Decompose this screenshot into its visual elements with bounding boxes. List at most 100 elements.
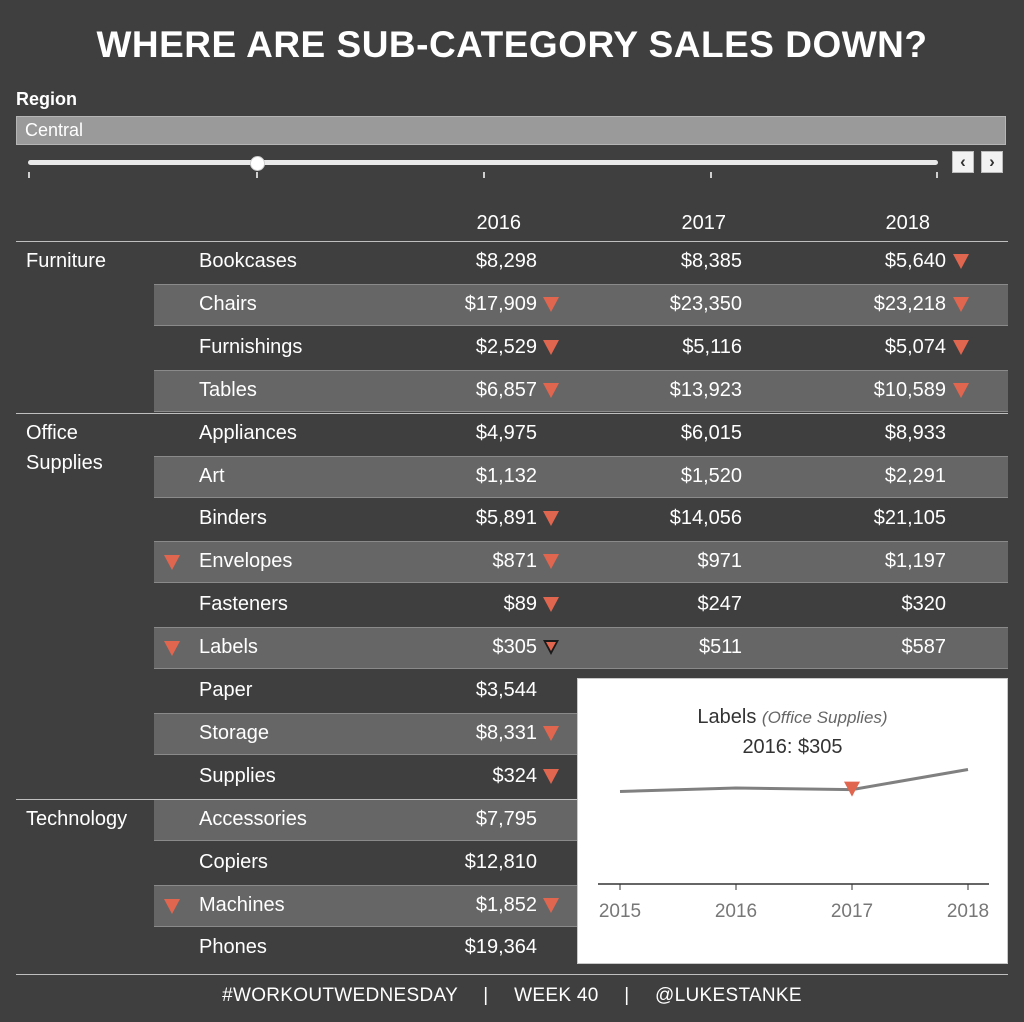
- subcategory-label: Supplies: [199, 764, 276, 787]
- sales-value-2018[interactable]: $1,197: [884, 550, 946, 573]
- sales-value-2016[interactable]: $8,331: [475, 721, 537, 744]
- down-triangle-icon[interactable]: [543, 382, 559, 398]
- down-triangle-icon[interactable]: [543, 339, 559, 355]
- table-row[interactable]: Phones $19,364: [0, 927, 1024, 969]
- sales-value-2016[interactable]: $19,364: [464, 936, 537, 959]
- subcategory-label: Bookcases: [199, 250, 297, 272]
- next-region-button[interactable]: ›: [981, 151, 1003, 173]
- down-triangle-icon[interactable]: [543, 725, 559, 741]
- sales-value-2016[interactable]: $8,298: [475, 250, 537, 272]
- sales-value-2018[interactable]: $587: [901, 636, 947, 659]
- sales-value-2016[interactable]: $3,544: [475, 679, 537, 701]
- region-filter-label: Region: [16, 89, 77, 109]
- sales-value-2017[interactable]: $6,015: [680, 421, 742, 444]
- down-triangle-icon[interactable]: [953, 254, 969, 269]
- subcategory-label: Labels: [199, 636, 258, 659]
- sales-value-2016[interactable]: $1,852: [475, 893, 537, 916]
- sales-value-2016[interactable]: $89: [503, 593, 537, 616]
- sales-value-2018[interactable]: $21,105: [873, 507, 946, 530]
- sales-value-2018[interactable]: $5,640: [884, 250, 946, 272]
- down-triangle-icon: [164, 641, 180, 657]
- row-band: [154, 455, 1008, 498]
- category-label: Technology: [26, 804, 127, 834]
- down-triangle-icon[interactable]: [543, 296, 559, 312]
- x-tick-label: 2016: [715, 901, 757, 922]
- subcategory-label: Machines: [199, 893, 285, 916]
- sales-value-2017[interactable]: $5,116: [682, 335, 742, 358]
- subcategory-label: Copiers: [199, 850, 268, 873]
- down-triangle-icon: [164, 555, 180, 571]
- down-triangle-icon[interactable]: [543, 554, 559, 570]
- sales-value-2016[interactable]: $7,795: [475, 807, 537, 830]
- table-row[interactable]: Envelopes $871 $971 $1,197: [0, 541, 1024, 584]
- sales-value-2017[interactable]: $971: [697, 550, 743, 573]
- sales-value-2016[interactable]: $17,909: [464, 292, 537, 315]
- down-triangle-icon[interactable]: [953, 296, 969, 312]
- row-band: [154, 541, 1008, 584]
- chevron-left-icon: ‹: [960, 152, 966, 171]
- sales-value-2016[interactable]: $305: [492, 636, 538, 659]
- table-row[interactable]: Supplies $324: [0, 756, 1024, 798]
- table-row[interactable]: Copiers $12,810: [0, 842, 1024, 884]
- table-row[interactable]: Bookcases $8,298 $8,385 $5,640: [0, 241, 1024, 283]
- subcategory-label: Storage: [199, 721, 270, 744]
- sales-value-2018[interactable]: $10,589: [873, 378, 946, 401]
- x-tick-label: 2018: [947, 901, 989, 922]
- sales-value-2017[interactable]: $8,385: [680, 250, 742, 272]
- category-label-line: Furniture: [26, 250, 107, 272]
- category-label: Furniture: [26, 246, 106, 276]
- table-row[interactable]: Fasteners $89 $247 $320: [0, 584, 1024, 626]
- sales-line: [619, 767, 969, 793]
- table-row[interactable]: Art $1,132 $1,520 $2,291: [0, 455, 1024, 498]
- down-triangle-icon[interactable]: [543, 768, 559, 784]
- subcategory-label: Appliances: [199, 421, 297, 444]
- subcategory-label: Art: [199, 464, 225, 487]
- down-triangle-icon[interactable]: [543, 640, 559, 656]
- tooltip-subcategory: Labels: [697, 706, 757, 728]
- category-label-line: Office: [26, 421, 78, 444]
- sales-value-2016[interactable]: $12,810: [464, 850, 537, 873]
- sales-value-2017[interactable]: $14,056: [669, 507, 742, 530]
- slider-tick: [936, 172, 938, 178]
- down-triangle-icon[interactable]: [953, 339, 969, 355]
- sales-value-2016[interactable]: $4,975: [475, 421, 537, 444]
- table-row[interactable]: Appliances $4,975 $6,015 $8,933: [0, 413, 1024, 455]
- table-row[interactable]: Chairs $17,909 $23,350 $23,218: [0, 283, 1024, 326]
- sales-value-2017[interactable]: $23,350: [669, 292, 742, 315]
- sales-value-2016[interactable]: $2,529: [475, 335, 537, 358]
- sales-value-2018[interactable]: $2,291: [884, 464, 946, 487]
- table-row[interactable]: Tables $6,857 $13,923 $10,589: [0, 369, 1024, 412]
- sales-value-2018[interactable]: $320: [901, 593, 947, 616]
- sales-value-2017[interactable]: $247: [697, 593, 743, 616]
- sales-value-2017[interactable]: $13,923: [669, 378, 742, 401]
- down-triangle-icon[interactable]: [543, 597, 559, 613]
- slider-track[interactable]: [28, 160, 938, 165]
- sales-value-2017[interactable]: $511: [698, 636, 742, 659]
- sales-value-2016[interactable]: $5,891: [475, 507, 537, 530]
- slider-tick: [483, 172, 485, 178]
- column-header-2017: 2017: [681, 212, 727, 234]
- table-top-divider: [16, 241, 1008, 242]
- slider-tick: [710, 172, 712, 178]
- sales-value-2016[interactable]: $6,857: [475, 378, 537, 401]
- down-triangle-icon[interactable]: [953, 382, 969, 398]
- down-triangle-marker: [844, 781, 860, 797]
- down-triangle-icon[interactable]: [543, 897, 559, 913]
- slider-thumb[interactable]: [250, 156, 265, 171]
- region-slider[interactable]: [28, 156, 938, 182]
- prev-region-button[interactable]: ‹: [952, 151, 974, 173]
- sales-value-2018[interactable]: $8,933: [884, 421, 946, 444]
- table-row[interactable]: Paper $3,544: [0, 670, 1024, 712]
- sales-value-2016[interactable]: $324: [492, 764, 538, 787]
- row-band: [154, 627, 1008, 670]
- table-row[interactable]: Furnishings $2,529 $5,116 $5,074: [0, 327, 1024, 369]
- sales-value-2016[interactable]: $871: [492, 550, 538, 573]
- table-row[interactable]: Labels $305 $511 $587: [0, 627, 1024, 670]
- sales-value-2018[interactable]: $5,074: [884, 335, 946, 358]
- region-filter-value[interactable]: Central: [16, 116, 1006, 145]
- table-row[interactable]: Binders $5,891 $14,056 $21,105: [0, 498, 1024, 540]
- sales-value-2017[interactable]: $1,520: [680, 464, 742, 487]
- sales-value-2016[interactable]: $1,132: [475, 464, 537, 487]
- down-triangle-icon[interactable]: [543, 511, 559, 527]
- sales-value-2018[interactable]: $23,218: [873, 292, 946, 315]
